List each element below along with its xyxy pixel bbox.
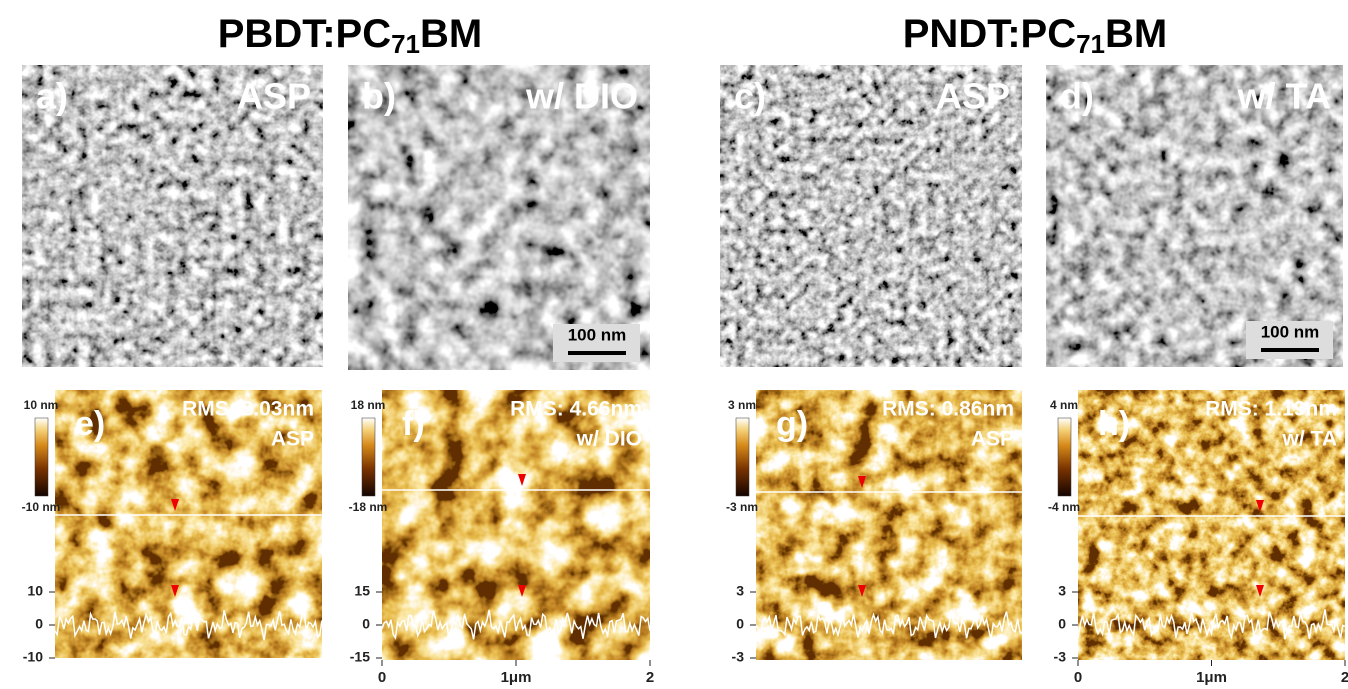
profile-tick-label: -15 [350, 649, 370, 665]
afm-image [55, 390, 322, 658]
rms-label: RMS: 1.19nm [1205, 398, 1337, 421]
colorbar [34, 417, 49, 497]
profile-tick-label: 3 [1058, 583, 1066, 599]
afm-image [756, 390, 1022, 660]
colorbar [735, 417, 750, 497]
panel-label: g) [776, 405, 808, 443]
scale-bar-box [1246, 321, 1333, 359]
condition-label: w/ TA [1282, 428, 1337, 451]
tem-image [1046, 65, 1343, 367]
colorbar-min: -10 nm [22, 500, 61, 514]
rms-label: RMS: 0.86nm [882, 398, 1014, 421]
profile-tick-label: 15 [354, 583, 370, 599]
condition-label: ASP [936, 76, 1010, 117]
profile-tick-label: -3 [1054, 649, 1067, 665]
condition-label: w/ TA [1237, 76, 1331, 117]
title-subscript: 71 [391, 29, 420, 59]
height-profile [755, 609, 1023, 640]
marker-arrow [1256, 500, 1264, 512]
rms-label: RMS: 3.03nm [182, 398, 314, 421]
profile-tick-label: 0 [736, 616, 744, 632]
title-subscript: 71 [1076, 29, 1105, 59]
panel-label: a) [36, 76, 68, 117]
tem-image [720, 65, 1022, 367]
height-profile [381, 609, 651, 640]
panel-label: h) [1098, 405, 1130, 443]
condition-label: ASP [271, 428, 314, 451]
colorbar-max: 3 nm [728, 398, 756, 412]
scale-bar-label: 100 nm [568, 325, 627, 344]
panel-label: b) [362, 76, 396, 117]
x-tick-label: 0 [1074, 669, 1082, 686]
condition-label: ASP [237, 76, 311, 117]
scale-bar-box [553, 324, 640, 362]
panel-label: d) [1060, 76, 1094, 117]
profile-tick-label: 0 [35, 616, 43, 632]
title-tail: BM [420, 12, 482, 56]
panel-label: f) [402, 405, 425, 443]
title-main: PBDT:PC [218, 12, 391, 56]
height-profile [54, 609, 323, 641]
panel-group-title: PBDT:PC71BM [218, 12, 482, 59]
x-tick-label: 2 [1341, 669, 1348, 686]
marker-arrow [171, 585, 179, 597]
marker-arrow [1256, 585, 1264, 597]
x-tick-label: 1μm [501, 669, 532, 686]
profile-tick-label: -3 [732, 649, 745, 665]
marker-arrow [858, 585, 866, 597]
condition-label: ASP [971, 428, 1014, 451]
title-main: PNDT:PC [903, 12, 1076, 56]
marker-arrow [518, 585, 526, 597]
title-tail: BM [1105, 12, 1167, 56]
tem-image [348, 65, 650, 370]
rms-label: RMS: 4.66nm [510, 398, 642, 421]
afm-image [382, 390, 650, 660]
marker-arrow [518, 474, 526, 486]
condition-label: w/ DIO [576, 428, 642, 451]
colorbar [361, 417, 376, 497]
profile-tick-label: 3 [736, 583, 744, 599]
marker-arrow [171, 499, 179, 511]
x-tick-label: 1μm [1196, 669, 1227, 686]
colorbar-max: 10 nm [24, 398, 59, 412]
tem-image [22, 65, 323, 367]
colorbar-min: -3 nm [726, 500, 758, 514]
colorbar-max: 18 nm [351, 398, 386, 412]
x-tick-label: 0 [378, 669, 386, 686]
colorbar [1057, 417, 1072, 497]
scale-bar-label: 100 nm [1261, 322, 1320, 341]
panel-group-title: PNDT:PC71BM [903, 12, 1167, 59]
marker-arrow [858, 476, 866, 488]
profile-tick-label: 0 [1058, 616, 1066, 632]
panel-label: c) [734, 76, 766, 117]
colorbar-min: -4 nm [1048, 500, 1080, 514]
height-profile [1077, 609, 1346, 640]
condition-label: w/ DIO [525, 76, 638, 117]
profile-tick-label: 10 [27, 583, 43, 599]
colorbar-max: 4 nm [1050, 398, 1078, 412]
profile-tick-label: -10 [23, 649, 43, 665]
colorbar-min: -18 nm [349, 500, 388, 514]
panel-label: e) [75, 405, 105, 443]
x-tick-label: 2 [646, 669, 654, 686]
profile-tick-label: 0 [362, 616, 370, 632]
